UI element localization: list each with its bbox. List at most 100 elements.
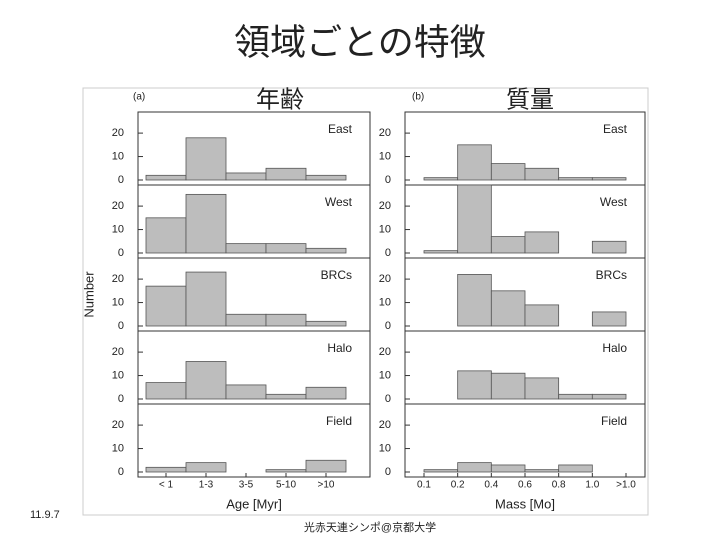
x-tick-label: 0.4 xyxy=(484,480,498,491)
y-tick-label: 0 xyxy=(118,174,124,186)
bar xyxy=(305,247,347,254)
bar xyxy=(185,462,227,473)
date: 11.9.7 xyxy=(30,509,60,521)
bar xyxy=(185,271,227,327)
bar xyxy=(225,243,267,254)
bar xyxy=(591,311,627,327)
bar xyxy=(457,184,492,254)
bar xyxy=(225,384,267,400)
y-tick-label: 20 xyxy=(112,419,124,431)
y-tick-label: 10 xyxy=(112,442,124,454)
slide-title: 領域ごとの特徴 xyxy=(234,22,486,63)
bar xyxy=(457,462,492,473)
x-tick-label: 1-3 xyxy=(199,480,214,491)
y-tick-label: 0 xyxy=(118,466,124,478)
y-tick-label: 20 xyxy=(379,200,391,212)
bar xyxy=(145,174,187,181)
y-tick-label: 0 xyxy=(118,393,124,405)
x-tick-label: 0.1 xyxy=(417,480,431,491)
series-name: BRCs xyxy=(321,268,352,282)
bar xyxy=(225,313,267,327)
x-tick-label: >1.0 xyxy=(616,480,636,491)
bar xyxy=(524,304,560,327)
series-name: East xyxy=(328,122,353,136)
y-tick-label: 0 xyxy=(385,320,391,332)
series-name: Halo xyxy=(602,341,627,355)
y-tick-label: 10 xyxy=(112,369,124,381)
series-name: Halo xyxy=(327,341,352,355)
series-name: West xyxy=(600,195,628,209)
bar xyxy=(524,469,560,473)
bar xyxy=(265,313,307,327)
x-tick-label: 5-10 xyxy=(276,480,296,491)
panel-label: (a) xyxy=(133,92,145,103)
y-tick-label: 20 xyxy=(379,419,391,431)
bar xyxy=(225,172,267,181)
panel-label: (b) xyxy=(412,92,424,103)
y-tick-label: 0 xyxy=(385,174,391,186)
bar xyxy=(490,236,526,254)
bar xyxy=(265,393,307,400)
bar xyxy=(490,163,526,181)
bar xyxy=(490,372,526,400)
y-tick-label: 0 xyxy=(385,393,391,405)
bar xyxy=(524,167,560,181)
bar xyxy=(305,174,347,181)
bar xyxy=(457,144,492,181)
y-tick-label: 20 xyxy=(379,127,391,139)
series-name: Field xyxy=(601,414,627,428)
y-tick-label: 20 xyxy=(112,200,124,212)
x-tick-label: 0.2 xyxy=(451,480,465,491)
bar xyxy=(490,464,526,473)
x-tick-label: 3-5 xyxy=(239,480,254,491)
y-tick-label: 0 xyxy=(385,466,391,478)
bar xyxy=(490,290,526,327)
bar xyxy=(305,459,347,473)
series-name: Field xyxy=(326,414,352,428)
y-tick-label: 10 xyxy=(379,296,391,308)
bar xyxy=(145,382,187,400)
bar xyxy=(524,231,560,254)
y-tick-label: 10 xyxy=(379,442,391,454)
bar xyxy=(558,393,593,400)
series-name: East xyxy=(603,122,628,136)
bar xyxy=(524,377,560,400)
x-tick-label: 0.6 xyxy=(518,480,532,491)
bar xyxy=(423,177,459,181)
bar xyxy=(185,361,227,400)
slide-label: 年齢 xyxy=(256,86,304,113)
series-name: West xyxy=(325,195,353,209)
x-axis-label: Mass [Mo] xyxy=(495,496,555,511)
x-tick-label: 1.0 xyxy=(585,480,599,491)
bar xyxy=(265,243,307,254)
bar xyxy=(185,137,227,181)
bar xyxy=(423,469,459,473)
bar xyxy=(305,386,347,400)
y-tick-label: 20 xyxy=(112,273,124,285)
x-axis-label: Age [Myr] xyxy=(226,496,282,511)
bar xyxy=(591,177,627,181)
y-tick-label: 20 xyxy=(112,127,124,139)
bar xyxy=(558,177,593,181)
bar xyxy=(185,193,227,254)
y-tick-label: 10 xyxy=(379,150,391,162)
bar xyxy=(423,250,459,254)
y-tick-label: 20 xyxy=(112,346,124,358)
y-tick-label: 20 xyxy=(379,273,391,285)
x-tick-label: < 1 xyxy=(159,480,174,491)
bar xyxy=(457,274,492,327)
y-axis-label: Number xyxy=(81,271,96,318)
bar xyxy=(305,320,347,327)
bar xyxy=(145,466,187,473)
y-tick-label: 0 xyxy=(118,247,124,259)
footer: 光赤天連シンポ@京都大学 xyxy=(304,520,436,534)
x-tick-label: >10 xyxy=(318,480,335,491)
y-tick-label: 10 xyxy=(112,223,124,235)
y-tick-label: 0 xyxy=(385,247,391,259)
series-name: BRCs xyxy=(596,268,627,282)
bar xyxy=(265,469,307,473)
slide-label: 質量 xyxy=(506,86,554,113)
plot-frame xyxy=(137,111,371,478)
y-tick-label: 20 xyxy=(379,346,391,358)
